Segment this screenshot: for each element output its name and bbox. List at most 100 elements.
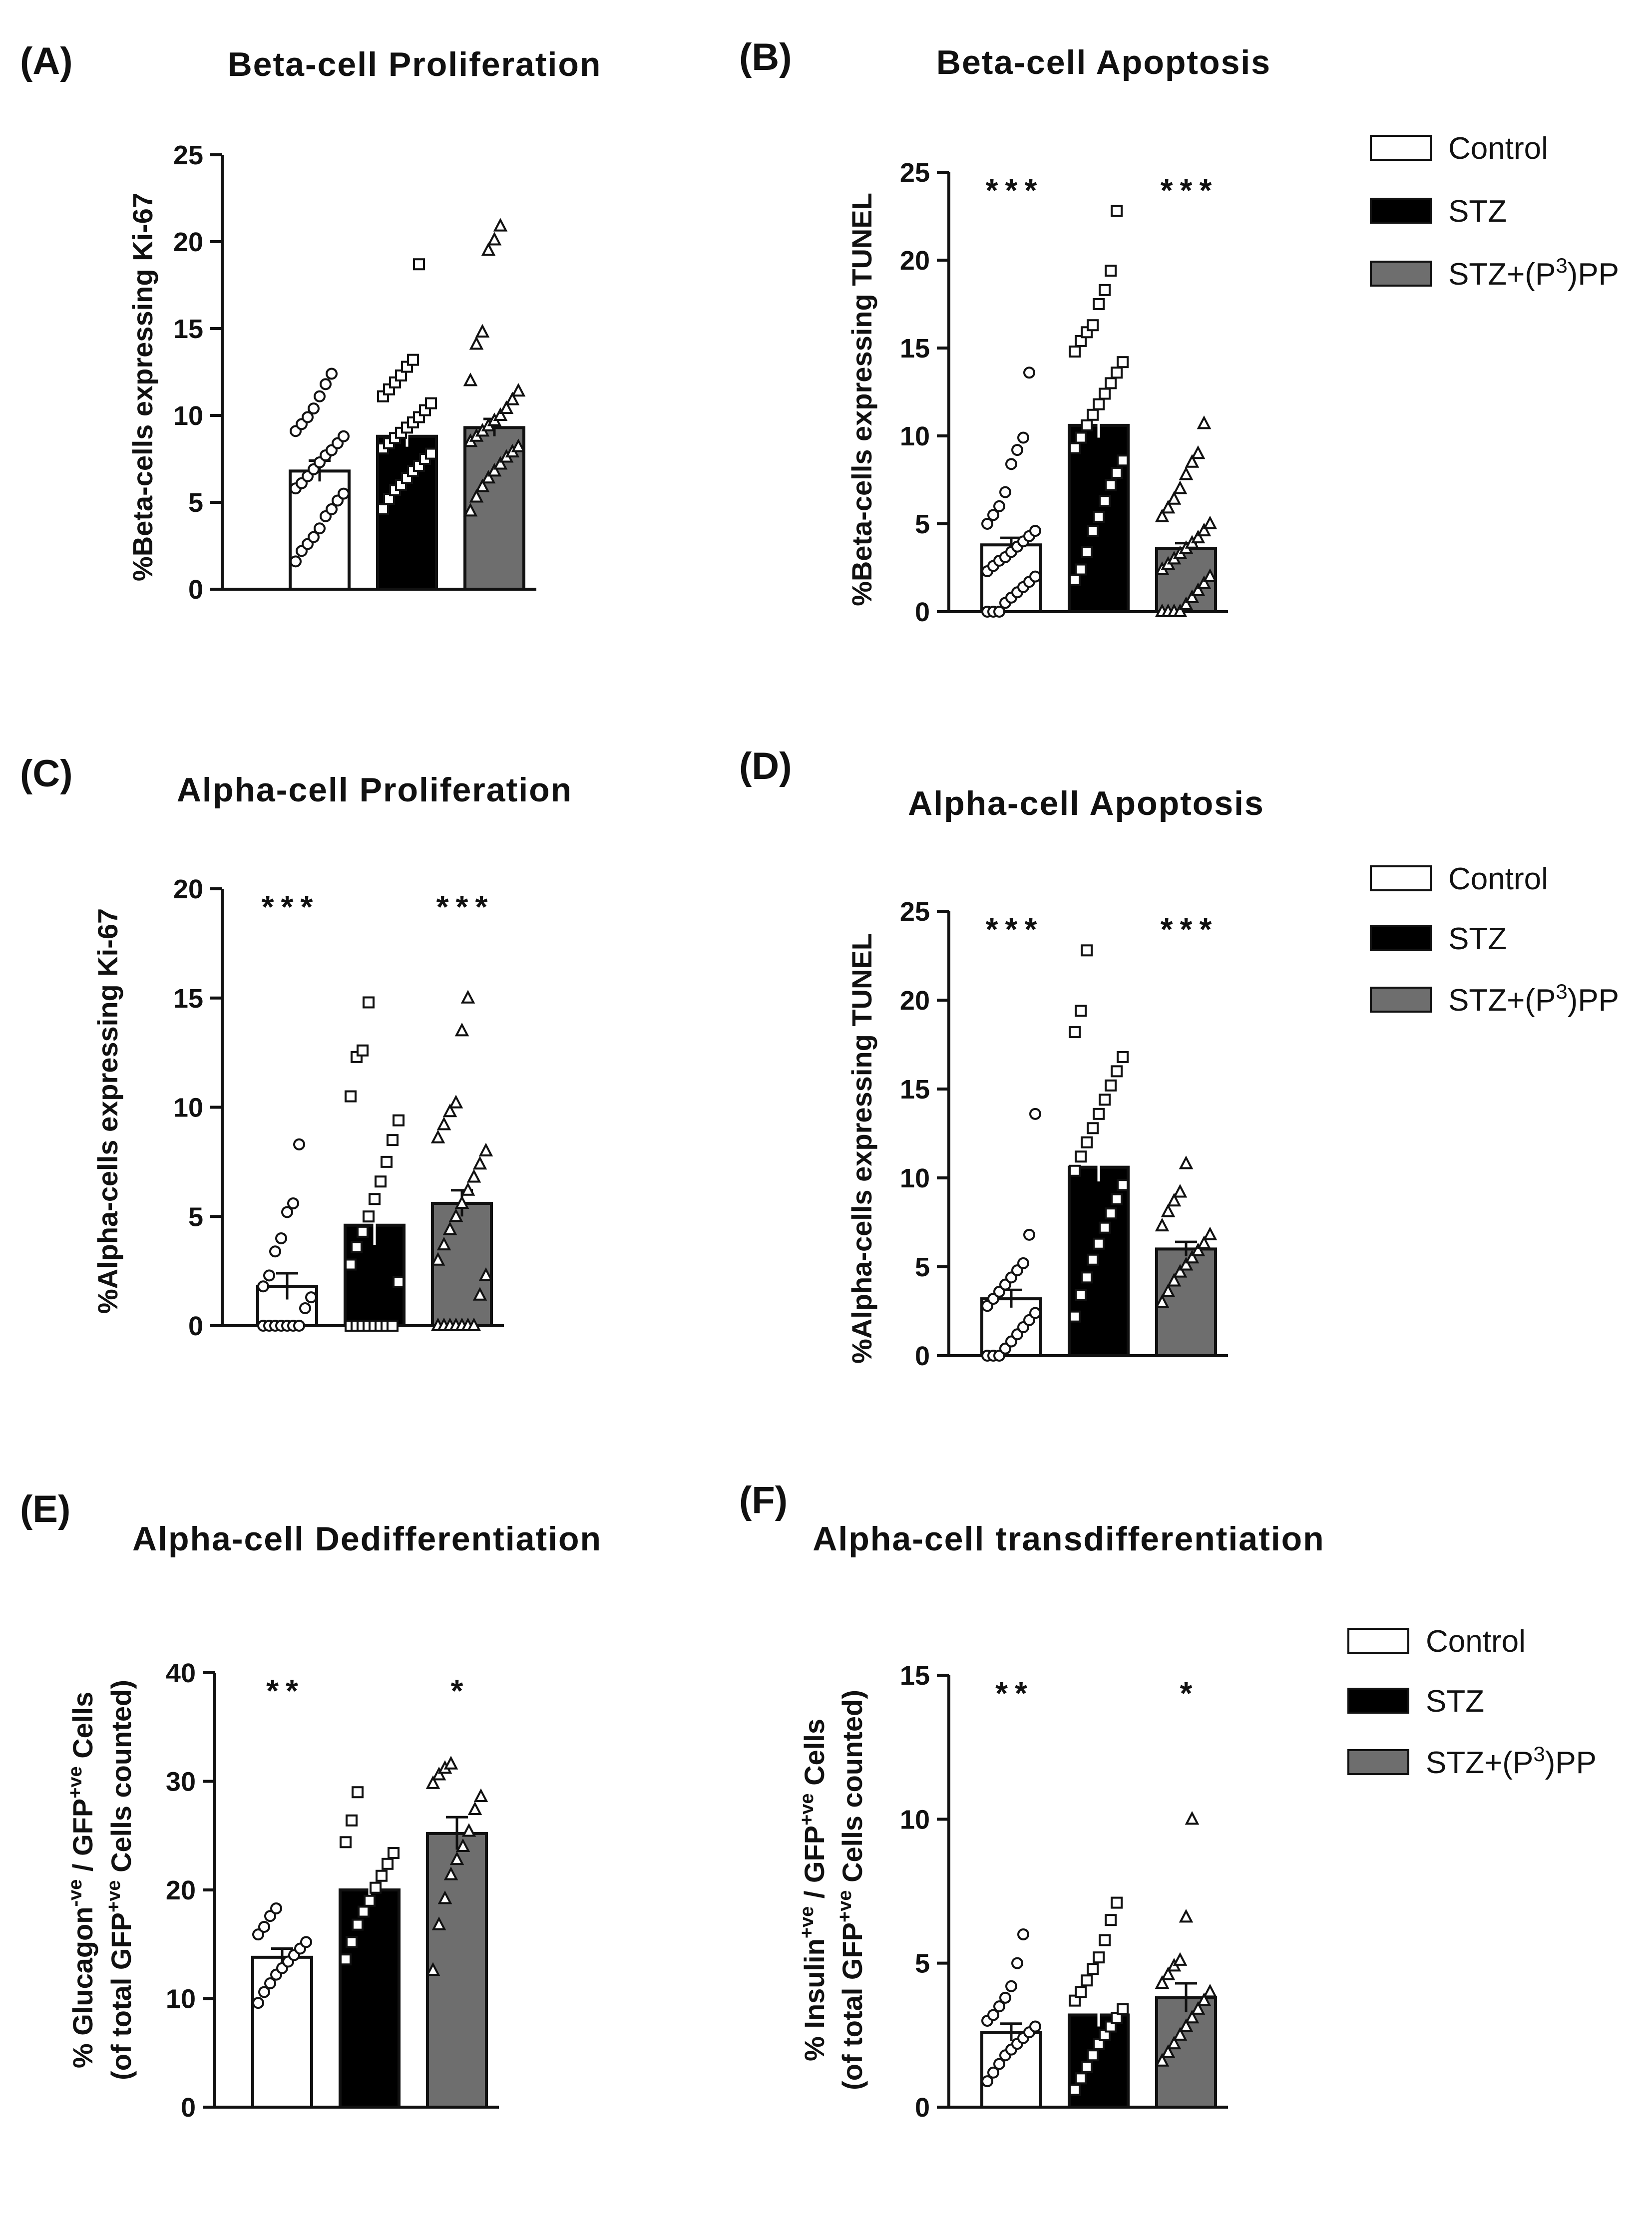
panel-a-point-p3pp (511, 382, 526, 397)
panel-d-point-p3pp (1173, 1264, 1188, 1278)
panel-e-point-stz (352, 1786, 364, 1799)
panel-a-point-control (338, 430, 350, 442)
panel-e-y-label-2c: Cells counted) (105, 1680, 137, 1880)
panel-e-point-p3pp (443, 1756, 458, 1770)
panel-d-point-stz (1069, 1026, 1081, 1039)
panel-d-point-control (1029, 1108, 1041, 1120)
panel-b-point-stz (1093, 298, 1105, 310)
legend-label-p3pp-b: )PP (1545, 1746, 1597, 1780)
panel-d-title: Alpha-cell Apoptosis (908, 784, 1264, 822)
panel-e-point-p3pp (425, 1775, 440, 1789)
panel-b-y-tick-label: 0 (915, 597, 930, 627)
panel-c-point-p3pp (436, 1116, 451, 1130)
panel-f-y-label-2b: +ve (834, 1890, 855, 1922)
panel-a-point-p3pp (505, 391, 520, 405)
panel-b-letter: (B) (739, 36, 792, 78)
panel-c-significance: *** (436, 889, 495, 925)
panel-c-plot: 0 5 10 15 20 *** *** (173, 874, 504, 1341)
panel-e-y-label-2b: +ve (103, 1880, 124, 1912)
panel-a-point-p3pp (463, 372, 478, 386)
panel-e-y-tick-label: 10 (166, 1984, 196, 2014)
panel-d-point-stz (1081, 1271, 1093, 1284)
panel-a-point-control (320, 378, 332, 390)
panel-e-point-stz (382, 1857, 394, 1870)
panel-b-point-stz (1087, 408, 1099, 421)
panel-e-y-tick-label: 30 (166, 1767, 196, 1797)
panel-d-point-stz (1069, 1310, 1081, 1323)
panel-e-y-label-2a: (of total GFP (105, 1912, 137, 2080)
panel-c-point-control (275, 1232, 287, 1244)
panel-e-point-control (264, 1977, 276, 1990)
panel-b-point-stz (1111, 205, 1123, 217)
panel-b-point-p3pp (1179, 596, 1194, 610)
panel-d-point-control (1029, 1307, 1041, 1319)
panel-d-point-stz (1075, 1289, 1087, 1301)
legend-label-p3pp-sup: 3 (1556, 254, 1567, 277)
panel-f-point-p3pp (1173, 2027, 1188, 2041)
panel-a-point-stz (407, 354, 419, 366)
panel-a-point-stz (425, 447, 437, 460)
panel-c-point-p3pp (442, 1103, 457, 1117)
legend-label-control: Control (1448, 862, 1548, 896)
panel-e-point-control (252, 1928, 264, 1941)
panel-d-y-tick-label: 0 (915, 1341, 930, 1371)
panel-b-point-stz (1117, 454, 1129, 467)
panel-b-point-stz (1099, 284, 1111, 296)
panel-d-significance: *** (1161, 911, 1219, 947)
panel-f-y-label-2c: Cells counted) (836, 1690, 868, 1890)
panel-c-point-stz (375, 1175, 387, 1188)
panel-c-significance: *** (262, 889, 320, 925)
panel-a-point-control (302, 411, 314, 423)
legend-label-p3pp-a: STZ+(P (1448, 257, 1556, 292)
legend-swatch-control (1347, 1628, 1409, 1654)
panel-e-y-axis-label-2: (of total GFP+ve Cells counted) (103, 1680, 137, 2080)
panel-b-y-tick-label: 15 (900, 334, 930, 364)
legend-bottom: Control STZ STZ+(P3)PP (1347, 1624, 1597, 1780)
panel-b-point-p3pp (1203, 568, 1218, 582)
panel-d-point-p3pp (1173, 1184, 1188, 1198)
panel-c-y-tick-label: 0 (188, 1311, 203, 1341)
panel-a-point-control (338, 487, 350, 500)
panel-d-plot: 0 5 10 15 20 25 *** *** (900, 897, 1228, 1371)
panel-d-point-stz (1117, 1179, 1129, 1191)
panel-e-y-label-1e: Cells (67, 1692, 98, 1766)
panel-b-point-p3pp (1203, 515, 1218, 529)
panel-e-point-stz (340, 1953, 352, 1966)
panel-c-y-tick-label: 20 (173, 874, 203, 904)
panel-c-point-p3pp (472, 1287, 487, 1301)
panel-c-y-axis-label: %Alpha-cells expressing Ki-67 (92, 908, 123, 1314)
panel-e-title: Alpha-cell Dedifferentiation (132, 1520, 602, 1558)
panel-a-point-p3pp (493, 407, 508, 421)
panel-f-y-tick-label: 5 (915, 1949, 930, 1979)
panel-e-point-stz (340, 1836, 352, 1848)
panel-f-point-control (999, 1991, 1011, 2004)
panel-c-y-tick-label: 15 (173, 984, 203, 1014)
panel-a-point-p3pp (487, 232, 502, 246)
panel-c-letter: (C) (20, 752, 73, 795)
panel-c-point-p3pp (430, 1129, 445, 1143)
legend-label-stz: STZ (1448, 194, 1507, 229)
panel-a-point-p3pp (493, 456, 508, 470)
panel-d-point-p3pp (1197, 1235, 1212, 1249)
legend-swatch-stz (1370, 198, 1432, 224)
panel-f-point-p3pp (1155, 1975, 1170, 1989)
panel-f-significance: ** (995, 1675, 1034, 1711)
panel-e-point-p3pp (449, 1851, 464, 1865)
panel-f-point-control (981, 2075, 993, 2088)
panel-b-point-stz (1081, 419, 1093, 431)
panel-c-point-control (305, 1291, 317, 1304)
panel-e-bar-control (251, 1955, 313, 2109)
panel-b-point-stz (1105, 265, 1117, 277)
panel-d-point-stz (1087, 1253, 1099, 1266)
legend-swatch-control (1370, 135, 1432, 161)
panel-f-y-label-1c: / GFP (799, 1826, 830, 1906)
panel-f-point-control (987, 2009, 999, 2021)
panel-f-point-p3pp (1203, 1984, 1218, 1998)
panel-b-point-control (1029, 525, 1041, 537)
panel-b-y-tick-label: 10 (900, 421, 930, 451)
panel-f-point-stz (1099, 1934, 1111, 1946)
legend-label-stz: STZ (1426, 1684, 1484, 1719)
panel-c-point-control (281, 1206, 293, 1218)
panel-c-point-control (287, 1197, 299, 1209)
panel-e-y-label-1b: -ve (65, 1879, 86, 1907)
